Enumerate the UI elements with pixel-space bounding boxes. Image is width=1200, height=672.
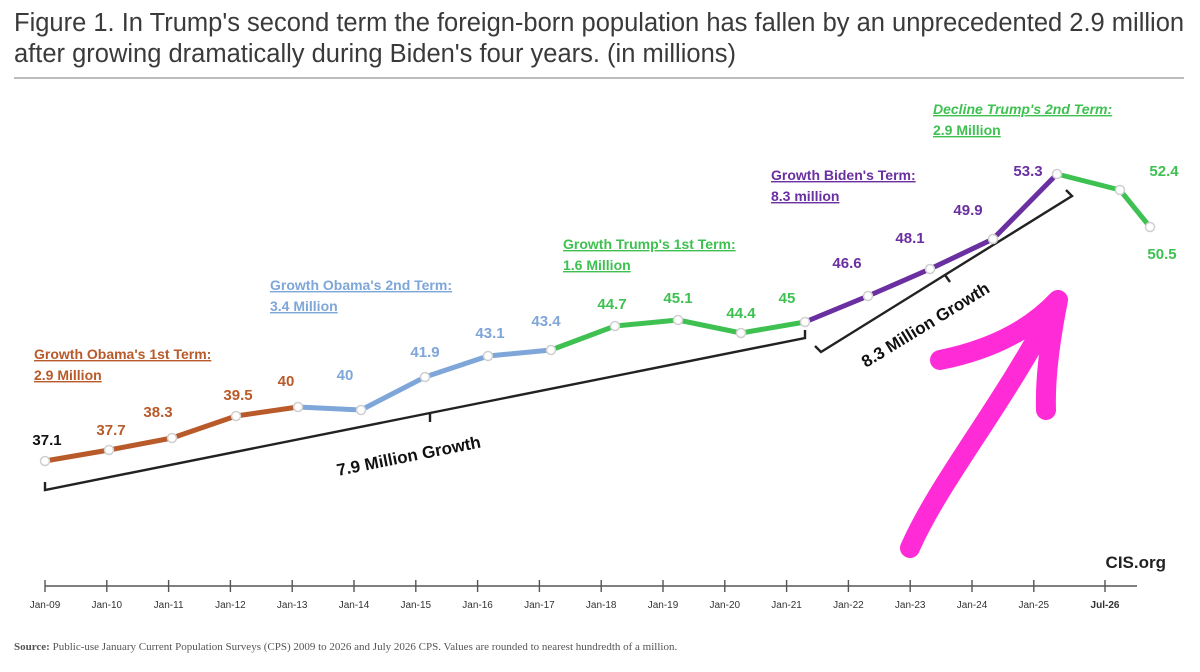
data-label: 43.1 — [475, 325, 504, 342]
brace-label: 7.9 Million Growth — [335, 433, 482, 480]
x-tick-label: Jan-16 — [462, 600, 493, 611]
term-label: Growth Obama's 2nd Term: — [270, 277, 452, 293]
x-tick-label: Jan-12 — [215, 600, 246, 611]
term-sublabel: 3.4 Million — [270, 298, 338, 314]
data-label: 43.4 — [531, 313, 561, 330]
x-tick-label: Jan-11 — [154, 600, 184, 611]
x-axis: Jan-09 Jan-10 Jan-11 Jan-12 Jan-13 Jan-14 Jan-… — [30, 580, 1137, 611]
data-label: 40 — [278, 373, 295, 390]
x-tick-label: Jan-17 — [524, 600, 555, 611]
data-point — [1051, 168, 1063, 180]
annotation-arrow — [900, 290, 1068, 558]
data-label: 48.1 — [895, 230, 924, 247]
data-label: 40 — [337, 367, 354, 384]
data-label: 45 — [779, 290, 796, 307]
brace-biden — [814, 189, 1074, 354]
x-tick-label: Jan-22 — [833, 600, 864, 611]
data-label: 38.3 — [143, 404, 172, 421]
series-points — [39, 168, 1156, 467]
x-tick-label: Jan-19 — [648, 600, 679, 611]
data-label: 44.4 — [726, 305, 756, 322]
data-point — [355, 404, 367, 416]
data-point — [292, 401, 304, 413]
x-tick-label: Jan-14 — [339, 600, 370, 611]
data-label: 46.6 — [832, 255, 861, 272]
brace-notch — [944, 274, 951, 283]
x-tick-label: Jan-25 — [1019, 600, 1050, 611]
term-sublabel: 8.3 million — [771, 188, 839, 204]
data-label: 44.7 — [597, 296, 626, 313]
data-label: 49.9 — [953, 202, 982, 219]
x-tick-label: Jan-10 — [92, 600, 123, 611]
data-label: 45.1 — [663, 290, 692, 307]
chart-title: Figure 1. In Trump's second term the for… — [14, 9, 1185, 68]
watermark-text: CIS.org — [1106, 553, 1166, 572]
term-sublabel: 2.9 Million — [34, 367, 102, 383]
data-label: 53.3 — [1013, 163, 1042, 180]
term-label: Growth Trump's 1st Term: — [563, 236, 736, 252]
title-divider — [14, 77, 1184, 79]
x-tick-label: Jul-26 — [1091, 600, 1120, 611]
brace-obama-trump — [43, 330, 807, 492]
data-label: 41.9 — [410, 344, 439, 361]
data-label: 39.5 — [223, 387, 252, 404]
series-line-trump2 — [1054, 171, 1153, 230]
term-labels: Growth Obama's 1st Term: 2.9 Million Growt… — [34, 101, 1112, 383]
series-line-biden — [802, 171, 1060, 325]
x-tick-label: Jan-24 — [957, 600, 988, 611]
term-label: Decline Trump's 2nd Term: — [933, 101, 1112, 117]
term-sublabel: 1.6 Million — [563, 257, 631, 273]
data-point — [799, 316, 811, 328]
data-point — [672, 314, 684, 326]
data-point — [1114, 184, 1126, 196]
term-label: Growth Biden's Term: — [771, 167, 916, 183]
data-label: 52.4 — [1149, 163, 1179, 180]
x-tick-label: Jan-13 — [277, 600, 308, 611]
data-point — [609, 320, 621, 332]
source-note: Source: Public-use January Current Popul… — [14, 641, 1184, 653]
source-text: Public-use January Current Population Su… — [49, 641, 678, 653]
data-point — [103, 444, 115, 456]
data-label: 50.5 — [1147, 246, 1176, 263]
term-label: Growth Obama's 1st Term: — [34, 346, 211, 362]
data-point — [862, 290, 874, 302]
data-point — [230, 410, 242, 422]
data-point — [735, 327, 747, 339]
data-point — [482, 350, 494, 362]
data-point — [1144, 221, 1156, 233]
x-tick-label: Jan-09 — [30, 600, 61, 611]
x-tick-label: Jan-21 — [771, 600, 802, 611]
x-tick-label: Jan-20 — [710, 600, 741, 611]
x-tick-label: Jan-15 — [401, 600, 432, 611]
data-label: 37.7 — [96, 422, 125, 439]
data-point — [987, 233, 999, 245]
data-point — [545, 344, 557, 356]
data-point — [39, 455, 51, 467]
data-label: 37.1 — [32, 432, 61, 449]
data-point — [924, 263, 936, 275]
data-point — [166, 432, 178, 444]
value-labels: 37.1 37.7 38.3 39.5 40 40 41.9 43.1 43.4 44.7 45.1… — [32, 163, 1179, 449]
x-tick-label: Jan-23 — [895, 600, 926, 611]
data-point — [419, 371, 431, 383]
x-tick-label: Jan-18 — [586, 600, 617, 611]
term-sublabel: 2.9 Million — [933, 122, 1001, 138]
source-label: Source: — [14, 641, 50, 653]
